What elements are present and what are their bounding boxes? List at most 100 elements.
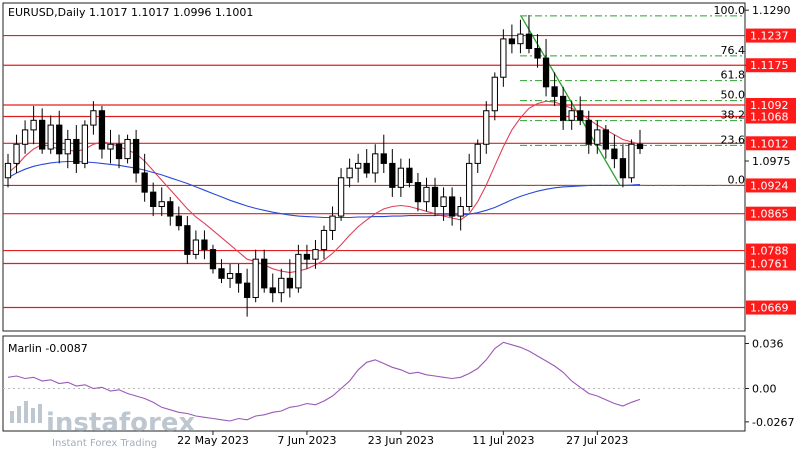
marlin-line — [7, 341, 641, 422]
candle-body — [278, 277, 285, 294]
candle-body — [372, 153, 379, 174]
candle-body — [90, 110, 97, 126]
candle — [39, 108, 46, 154]
candle-body — [431, 186, 439, 208]
candle — [278, 268, 285, 303]
candle-body — [355, 162, 362, 169]
candle — [21, 120, 29, 154]
oscillator-pane — [2, 335, 746, 432]
candle-body — [500, 38, 507, 78]
candle — [312, 240, 319, 269]
fibo-level-label: 38.2 — [721, 109, 746, 122]
candle — [4, 153, 12, 188]
time-tick-label: 7 Jun 2023 — [277, 434, 336, 447]
level-label: 1.0865 — [750, 208, 789, 221]
candle — [30, 105, 37, 145]
time-tick-label: 11 Jul 2023 — [472, 434, 534, 447]
time-tick-label: 23 Jun 2023 — [368, 434, 434, 447]
candle — [568, 101, 575, 130]
oscillator-title: Marlin -0.0087 — [8, 342, 88, 355]
level-label: 1.1092 — [750, 99, 789, 112]
candle-body — [243, 282, 251, 298]
candle — [141, 153, 148, 202]
price-tick-label: 1.0975 — [752, 155, 791, 168]
candle-body — [192, 239, 200, 255]
candle — [184, 216, 191, 264]
level-label-bg — [746, 28, 796, 43]
level-label: 1.1068 — [750, 110, 789, 123]
candle-body — [406, 167, 413, 184]
candle — [64, 129, 71, 169]
watermark: instaforex Instant Forex Trading — [10, 401, 196, 449]
candle-body — [577, 110, 584, 121]
candle-body — [252, 258, 259, 298]
candle — [619, 144, 627, 188]
level-label: 1.1237 — [750, 30, 789, 43]
candle — [192, 230, 200, 260]
candle — [363, 149, 370, 178]
level-label-bg — [746, 243, 796, 258]
candle — [577, 96, 584, 126]
candle — [474, 139, 481, 173]
candle-body — [73, 138, 80, 164]
candle-body — [209, 249, 217, 270]
candle-body — [150, 191, 157, 208]
candle — [158, 187, 165, 217]
candle-body — [320, 229, 328, 251]
fibo-level-label: 0.0 — [728, 173, 746, 186]
candle-body — [508, 38, 516, 45]
candle — [559, 86, 567, 130]
candle-body — [397, 167, 405, 188]
candle-body — [261, 258, 268, 289]
candle — [457, 196, 464, 231]
candle-body — [218, 268, 225, 279]
marlin-series — [7, 341, 641, 422]
candle — [380, 134, 387, 173]
candle-body — [303, 253, 311, 260]
candle-body — [124, 138, 131, 160]
candle — [226, 263, 234, 288]
candle-body — [337, 177, 345, 217]
candle — [303, 244, 311, 269]
candle — [13, 134, 20, 173]
candle — [628, 139, 635, 183]
level-label-bg — [746, 300, 796, 315]
candle — [355, 153, 362, 183]
candle-body — [525, 33, 533, 49]
level-label: 1.1012 — [750, 137, 789, 150]
candle-body — [389, 162, 396, 188]
candle-body — [115, 143, 123, 160]
candle-body — [312, 249, 319, 260]
candle-body — [47, 124, 54, 150]
candle-body — [414, 182, 422, 203]
candle — [132, 129, 140, 183]
candle-body — [39, 119, 46, 150]
candle-body — [158, 201, 165, 208]
level-label-bg — [746, 136, 796, 151]
candle — [525, 14, 533, 54]
price-tick-label: 1.1290 — [752, 4, 791, 17]
candle — [56, 110, 63, 164]
candle — [372, 144, 379, 183]
candle-body — [559, 95, 567, 121]
candle-body — [81, 124, 89, 164]
candle-body — [329, 215, 336, 231]
level-label-bg — [746, 97, 796, 112]
candle-body — [619, 158, 627, 179]
candle — [115, 134, 123, 169]
candle-body — [628, 143, 635, 179]
candle — [542, 38, 550, 97]
candle-body — [235, 273, 242, 284]
candle — [508, 24, 516, 54]
level-label-bg — [746, 178, 796, 193]
candle-body — [466, 162, 473, 208]
candle — [500, 29, 507, 87]
candle-body — [132, 138, 140, 174]
level-label-bg — [746, 58, 796, 73]
candle — [466, 153, 473, 212]
candle-body — [98, 110, 106, 150]
candle — [209, 244, 217, 274]
candle — [397, 158, 405, 197]
candle-body — [363, 162, 370, 174]
symbol-header: EURUSD,Daily 1.1017 1.1017 1.0996 1.1001 — [8, 6, 253, 19]
